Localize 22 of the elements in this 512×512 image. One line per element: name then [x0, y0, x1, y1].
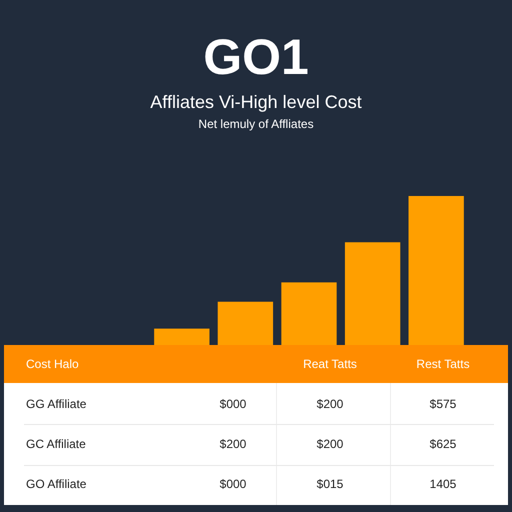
text: $000 [220, 397, 246, 411]
bar [408, 196, 464, 345]
text: $015 [316, 477, 344, 491]
text: 1405 [430, 477, 456, 491]
chart-title: GO1 [202, 28, 310, 86]
text: GO Affiliate [26, 477, 86, 491]
bar [218, 302, 274, 345]
text: Reat Tatts [303, 357, 357, 371]
text: GG Affiliate [26, 397, 86, 411]
text: $200 [316, 397, 344, 411]
chart-subtitle: Affliates Vi-High level Cost Net lemuly of Affliates [149, 92, 363, 131]
bar [344, 242, 400, 345]
bar [281, 282, 337, 345]
bar [154, 328, 210, 345]
text: $625 [430, 437, 456, 451]
text: $575 [430, 397, 456, 411]
text: Cost Halo [26, 357, 79, 371]
text: GC Affiliate [26, 437, 86, 451]
text: $000 [220, 477, 246, 491]
text: $200 [220, 437, 246, 451]
text: Rest Tatts [416, 357, 470, 371]
text: $200 [316, 437, 344, 451]
